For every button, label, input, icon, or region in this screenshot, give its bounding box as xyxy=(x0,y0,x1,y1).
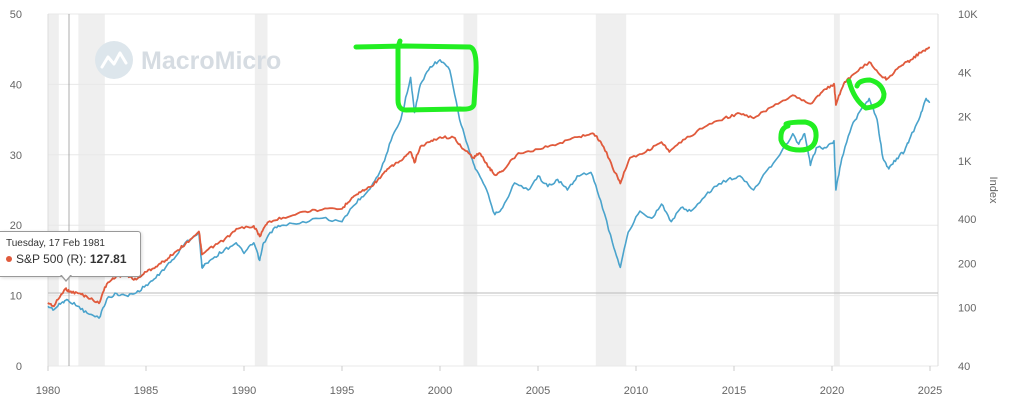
x-tick-label: 1995 xyxy=(330,385,354,397)
gridlines xyxy=(48,13,938,367)
x-tick-label: 2020 xyxy=(820,385,844,397)
y-left-tick-label: 30 xyxy=(10,150,22,162)
y-left-tick-label: 10 xyxy=(10,291,22,303)
annotation-box-2000-peak xyxy=(353,38,479,113)
y-right-tick-label: 400 xyxy=(958,214,976,226)
y-right-tick-label: 1K xyxy=(958,156,972,168)
y-right-tick-label: 2K xyxy=(958,112,972,124)
y-left-tick-label: 50 xyxy=(10,9,22,21)
x-tick-label: 1985 xyxy=(134,385,158,397)
x-tick-label: 2000 xyxy=(428,385,452,397)
annotation-circle-2022 xyxy=(846,77,887,111)
recession-band xyxy=(833,14,840,366)
y-left-tick-label: 20 xyxy=(10,220,22,232)
y-right-tick-label: 10K xyxy=(958,9,978,21)
x-tick-label: 2005 xyxy=(526,385,550,397)
recession-band xyxy=(254,14,268,366)
y-right-tick-label: 100 xyxy=(958,303,976,315)
y-left-tick-label: 0 xyxy=(16,361,22,373)
tooltip-arrow-inner xyxy=(61,274,71,280)
x-tick-label: 2025 xyxy=(918,385,942,397)
y-right-ticks: 40 100 200 400 1K 2K 4K 10K xyxy=(958,9,978,373)
x-tick-label: 1980 xyxy=(36,385,60,397)
tooltip: Tuesday, 17 Feb 1981 S&P 500 (R): 127.81 xyxy=(0,231,141,277)
y-right-tick-label: 200 xyxy=(958,258,976,270)
annotation-circle-2018 xyxy=(778,119,819,153)
x-axis-ticks: 1980 1985 1990 1995 2000 2005 2010 2015 2020 2025 xyxy=(36,366,942,397)
y-right-tick-label: 4K xyxy=(958,67,972,79)
tooltip-series-dot-icon xyxy=(6,256,12,262)
tooltip-date: Tuesday, 17 Feb 1981 xyxy=(6,238,105,249)
watermark-text: MacroMicro xyxy=(141,47,281,75)
recession-bands xyxy=(48,14,840,366)
x-tick-label: 1990 xyxy=(232,385,256,397)
macromicro-logo-icon xyxy=(95,41,133,79)
tooltip-series-value: 127.81 xyxy=(89,252,127,266)
watermark: MacroMicro xyxy=(95,41,281,79)
x-tick-label: 2015 xyxy=(722,385,746,397)
y-right-tick-label: 40 xyxy=(958,361,970,373)
tooltip-series-label: S&P 500 (R): xyxy=(16,252,90,266)
recession-band xyxy=(595,14,627,366)
tooltip-series-row: S&P 500 (R): 127.81 xyxy=(6,252,127,266)
hand-drawn-annotations xyxy=(353,38,887,153)
y-left-ticks: 0 10 20 30 40 50 xyxy=(10,9,22,373)
right-axis-title: Index xyxy=(987,177,999,204)
y-left-tick-label: 40 xyxy=(10,79,22,91)
right-series-line xyxy=(47,46,931,308)
x-tick-label: 2010 xyxy=(624,385,648,397)
recession-band xyxy=(48,14,59,366)
